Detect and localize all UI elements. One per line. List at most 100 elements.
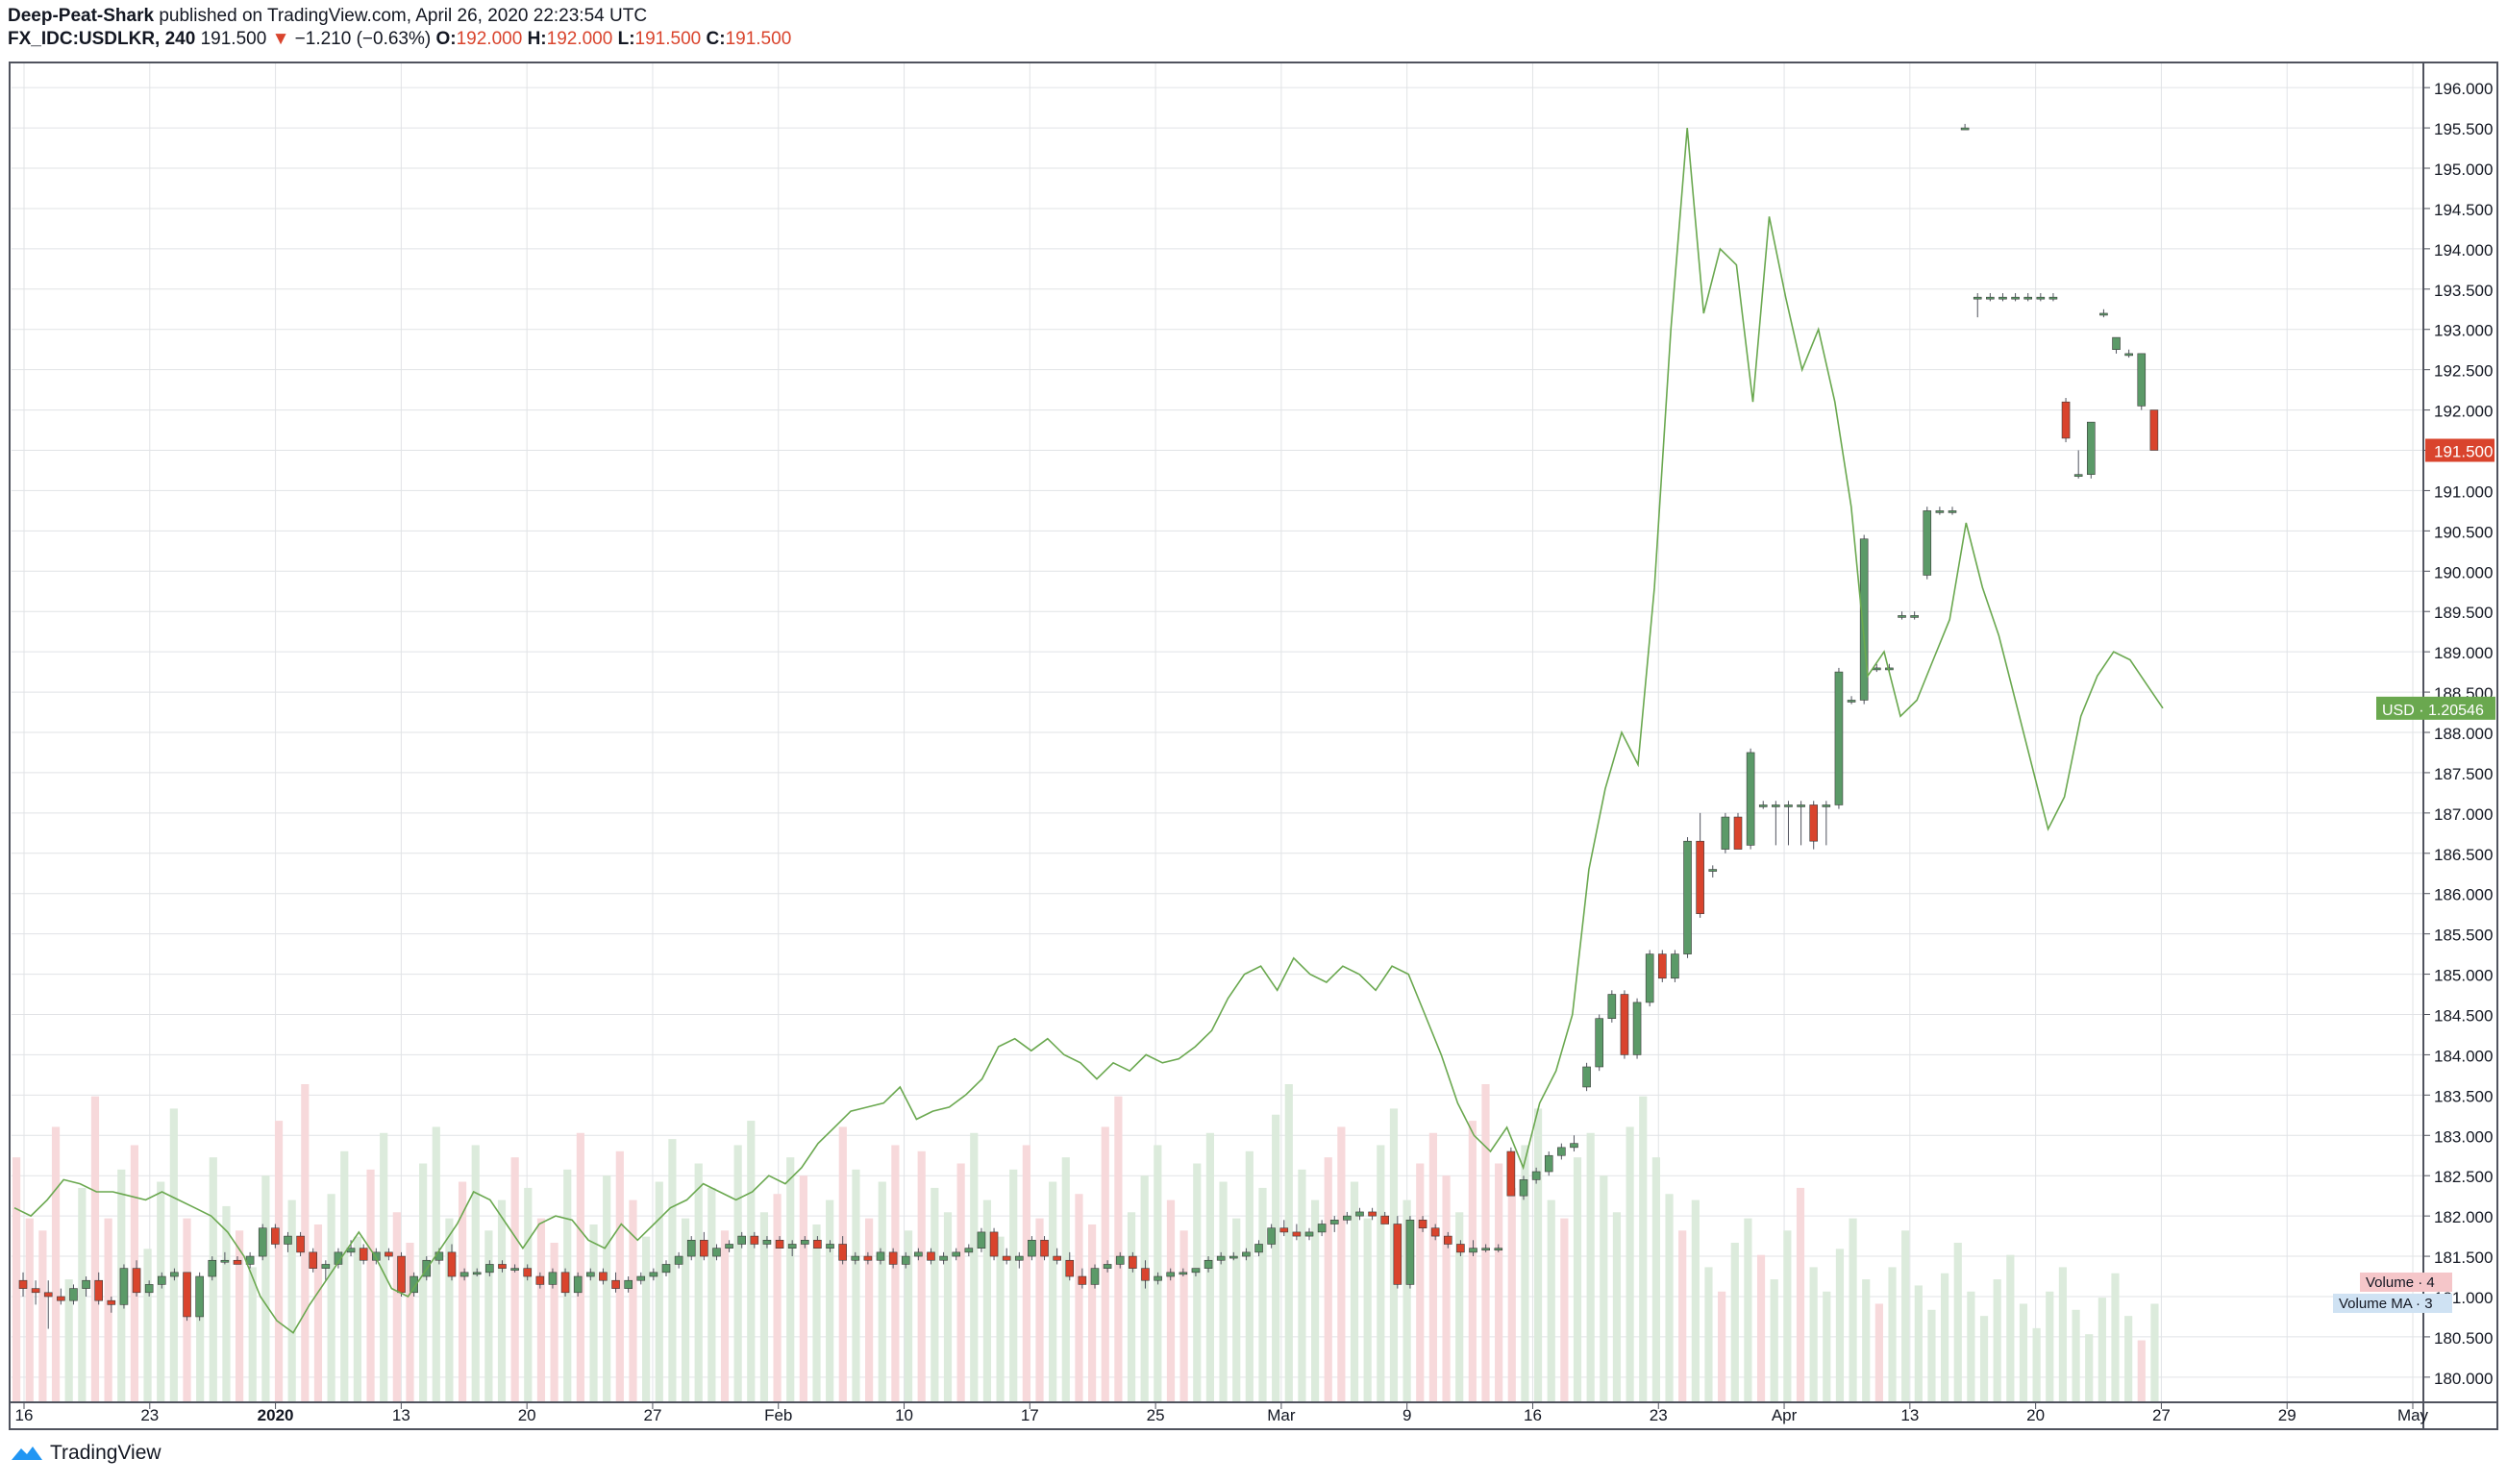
candle-down xyxy=(271,1227,280,1245)
candle-up xyxy=(1898,615,1906,618)
y-tick-label: 192.000 xyxy=(2434,403,2493,421)
candle-up xyxy=(674,1255,683,1265)
candle-up xyxy=(1329,1220,1339,1224)
candle-up xyxy=(1721,816,1730,850)
volume-bar xyxy=(982,1200,992,1401)
candle-down xyxy=(1279,1227,1289,1233)
candle-up xyxy=(334,1251,343,1265)
volume-bar xyxy=(1140,1175,1149,1401)
volume-bar xyxy=(1127,1212,1136,1401)
volume-bar xyxy=(248,1267,257,1401)
publish-header: Deep-Peat-Shark published on TradingView… xyxy=(8,6,647,27)
candle-down xyxy=(838,1244,847,1261)
tradingview-logo-icon xyxy=(12,1447,42,1460)
author-name[interactable]: Deep-Peat-Shark xyxy=(8,6,155,26)
usd-overlay-line xyxy=(13,128,2164,1334)
y-tick-label: 184.500 xyxy=(2434,1006,2493,1025)
high-value: 192.000 xyxy=(546,29,613,49)
volume-bar xyxy=(1586,1132,1595,1401)
candle-down xyxy=(1141,1268,1150,1281)
x-tick-label: Apr xyxy=(1772,1406,1798,1424)
candle-up xyxy=(1317,1224,1327,1233)
y-tick-label: 187.500 xyxy=(2434,765,2493,783)
candle-up xyxy=(1910,615,1919,618)
candle-down xyxy=(888,1251,898,1265)
volume-bar xyxy=(1377,1145,1385,1401)
low-value: 191.500 xyxy=(634,29,702,49)
candle-up xyxy=(573,1275,583,1294)
volume-bars xyxy=(12,1084,2159,1401)
candle-down xyxy=(1696,840,1704,914)
y-tick-label: 195.000 xyxy=(2434,161,2493,179)
symbol-header: FX_IDC:USDLKR, 240 191.500 ▼ −1.210 (−0.… xyxy=(8,29,791,50)
candle-up xyxy=(220,1259,230,1263)
volume-bar xyxy=(1730,1243,1739,1401)
candle-up xyxy=(1115,1255,1125,1265)
y-tick-label: 182.000 xyxy=(2434,1208,2493,1226)
candle-up xyxy=(1254,1244,1263,1253)
candle-up xyxy=(170,1272,179,1277)
x-tick-label: 23 xyxy=(1650,1406,1668,1424)
candle-up xyxy=(636,1275,646,1281)
candle-up xyxy=(939,1255,948,1261)
candle-down xyxy=(1733,816,1743,850)
footer-brand[interactable]: TradingView xyxy=(50,1442,161,1464)
x-tick-label: 23 xyxy=(140,1406,159,1424)
candle-up xyxy=(1557,1147,1566,1156)
footer: TradingView xyxy=(10,1442,161,1465)
candle-down xyxy=(1430,1227,1440,1237)
volume-bar xyxy=(1691,1200,1700,1401)
candle-up xyxy=(1645,953,1654,1003)
volume-bar xyxy=(1232,1218,1241,1401)
candle-up xyxy=(69,1288,78,1301)
candle-up xyxy=(725,1244,733,1249)
candle-up xyxy=(485,1264,494,1274)
candle-up xyxy=(1544,1154,1553,1173)
candle-down xyxy=(31,1288,40,1294)
y-tick-label: 194.500 xyxy=(2434,201,2493,219)
volume-bar xyxy=(642,1236,651,1401)
volume-bar xyxy=(956,1163,965,1401)
x-tick-label: 13 xyxy=(392,1406,410,1424)
legend-item-label: Volume · 4 xyxy=(2366,1274,2435,1291)
candle-up xyxy=(1166,1272,1176,1277)
candle-up xyxy=(1028,1239,1036,1257)
candle-up xyxy=(2124,353,2133,357)
candle-up xyxy=(1204,1259,1213,1269)
x-tick-label: 25 xyxy=(1147,1406,1165,1424)
volume-bar xyxy=(157,1181,165,1401)
y-tick-label: 183.500 xyxy=(2434,1087,2493,1105)
y-tick-label: 180.000 xyxy=(2434,1370,2493,1388)
symbol-name[interactable]: FX_IDC:USDLKR, 240 xyxy=(8,29,196,49)
volume-bar xyxy=(51,1126,61,1401)
volume-bar xyxy=(668,1139,677,1401)
candle-up xyxy=(119,1268,129,1305)
candle-up xyxy=(1229,1255,1238,1259)
candle-up xyxy=(1216,1255,1226,1261)
volume-bar xyxy=(1927,1309,1936,1401)
volume-bar xyxy=(786,1157,795,1401)
volume-bar xyxy=(419,1163,428,1401)
overlay-value-label: USD · 1.20546 xyxy=(2382,703,2484,719)
candle-down xyxy=(385,1251,393,1257)
y-tick-label: 185.000 xyxy=(2434,967,2493,985)
open-value: 192.000 xyxy=(456,29,523,49)
volume-bar xyxy=(169,1108,178,1401)
price-axis[interactable]: 196.000 195.500 195.000 194.500 194.000 193.5… xyxy=(2423,80,2493,1388)
volume-bar xyxy=(589,1224,598,1401)
candle-down xyxy=(183,1272,191,1318)
volume-bar xyxy=(943,1212,953,1401)
time-axis[interactable]: 16 23 2020 13 20 27 Feb 10 17 25 Mar 9 16 23 Apr 13 20 27… xyxy=(15,1402,2429,1424)
candle-down xyxy=(43,1292,53,1298)
volume-bar xyxy=(694,1163,703,1401)
candle-down xyxy=(107,1299,116,1305)
volume-bar xyxy=(615,1150,624,1401)
candle-down xyxy=(1040,1239,1049,1257)
y-tick-label: 193.000 xyxy=(2434,322,2493,340)
volume-bar xyxy=(1678,1230,1687,1401)
y-tick-label: 186.000 xyxy=(2434,886,2493,904)
volume-bar xyxy=(1298,1169,1306,1401)
candle-up xyxy=(1191,1268,1201,1274)
candle-down xyxy=(57,1296,65,1301)
